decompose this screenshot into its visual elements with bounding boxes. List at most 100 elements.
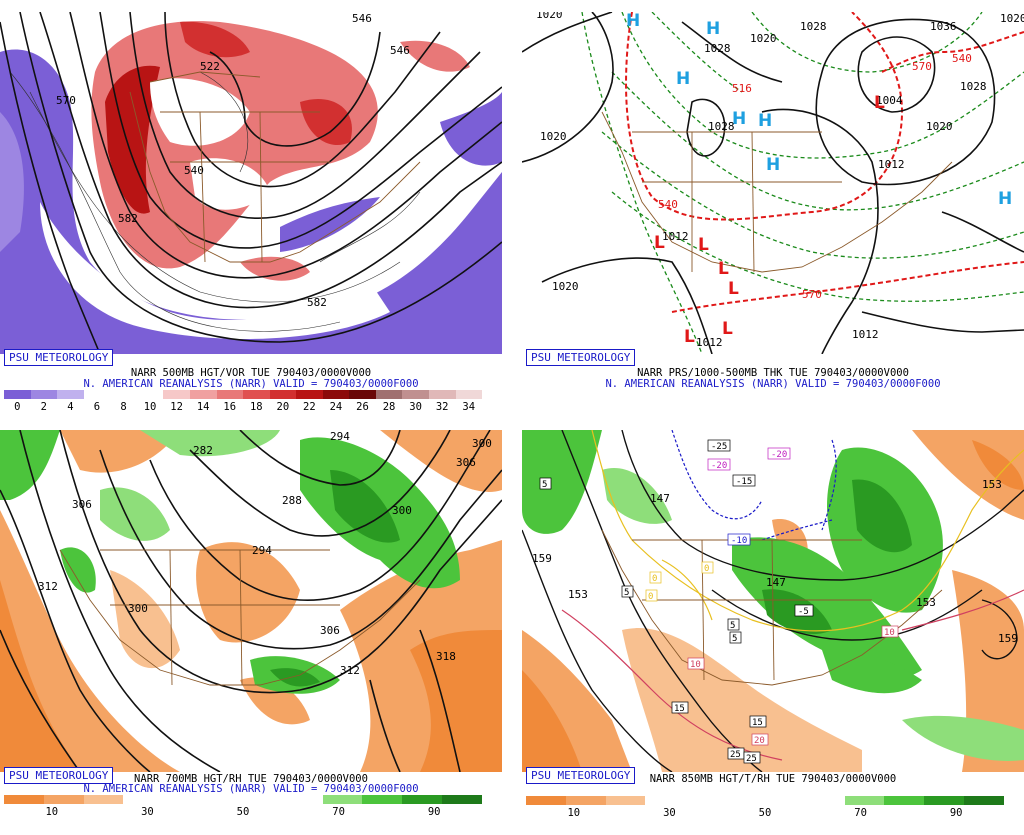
- contour-label: 306: [456, 456, 476, 469]
- temperature-label: -15: [732, 474, 756, 487]
- contour-label: 522: [200, 60, 220, 73]
- psu-meteorology-badge: PSU METEOROLOGY: [4, 349, 114, 366]
- svg-text:-20: -20: [711, 461, 727, 471]
- temperature-label: 25: [727, 747, 745, 760]
- colorbar-swatch: [884, 796, 925, 805]
- contour-label: 516: [732, 82, 752, 95]
- colorbar-tick-label: 50: [236, 806, 250, 818]
- contour-label: 147: [766, 576, 786, 589]
- high-pressure-marker: H: [626, 12, 640, 31]
- colorbar-swatch: [282, 795, 323, 804]
- colorbar-swatch: [4, 390, 31, 399]
- temperature-label: 5: [727, 618, 740, 631]
- svg-text:0: 0: [652, 574, 657, 584]
- svg-text:-20: -20: [771, 450, 787, 460]
- contour-label: 546: [390, 44, 410, 57]
- svg-text:-15: -15: [736, 477, 752, 487]
- svg-text:25: 25: [730, 750, 741, 760]
- svg-text:15: 15: [752, 718, 763, 728]
- colorbar-tick-label: 30: [409, 401, 422, 413]
- contour-label: 153: [982, 478, 1002, 491]
- colorbar-swatch: [57, 390, 84, 399]
- colorbar-swatch: [136, 390, 164, 399]
- colorbar-swatch: [844, 796, 885, 805]
- temperature-label: 0: [701, 561, 714, 574]
- colorbar-tick-label: 34: [462, 401, 476, 413]
- colorbar-tick-label: 8: [120, 401, 127, 413]
- colorbar-swatch: [362, 795, 403, 804]
- contour-label: 1020: [536, 12, 563, 21]
- svg-text:5: 5: [732, 634, 737, 644]
- contour-label: 1012: [852, 328, 879, 341]
- contour-label: 540: [184, 164, 204, 177]
- low-pressure-marker: L: [722, 319, 733, 339]
- temperature-label: -20: [767, 447, 791, 460]
- contour-label: 1028: [800, 20, 827, 33]
- panel-subtitle: N. AMERICAN REANALYSIS (NARR) VALID = 79…: [83, 378, 419, 390]
- panel-subtitle: N. AMERICAN REANALYSIS (NARR) VALID = 79…: [605, 378, 941, 390]
- colorbar-swatch: [83, 795, 124, 804]
- high-pressure-marker: H: [706, 19, 720, 39]
- high-pressure-marker: H: [732, 109, 746, 129]
- contour-label: 570: [912, 60, 932, 73]
- low-pressure-marker: L: [684, 327, 695, 347]
- contour-label: 570: [802, 288, 822, 301]
- temperature-label: 10: [881, 625, 899, 638]
- contour-label: 306: [320, 624, 340, 637]
- low-pressure-marker: L: [718, 259, 729, 279]
- contour-label: 582: [307, 296, 327, 309]
- panel-500mb-vorticity: 546 522 570 540 546 582 582 PSU METEOROL…: [0, 12, 502, 417]
- colorbar-swatch: [83, 390, 111, 399]
- contour-label: 1028: [708, 120, 735, 133]
- contour-label: 540: [952, 52, 972, 65]
- temperature-label: 25: [743, 751, 761, 764]
- contour-label: 312: [38, 580, 58, 593]
- contour-label: 1028: [704, 42, 731, 55]
- colorbar-swatch: [243, 390, 270, 399]
- colorbar-swatch: [189, 390, 217, 399]
- colorbar-tick-label: 32: [435, 401, 449, 413]
- panel-title: NARR 700MB HGT/RH TUE 790403/0000V000: [134, 773, 368, 785]
- contour-label: 300: [128, 602, 148, 615]
- svg-text:15: 15: [674, 704, 685, 714]
- colorbar-swatch: [163, 795, 204, 804]
- colorbar-swatch: [565, 796, 606, 805]
- colorbar-swatch: [924, 796, 965, 805]
- panel-pressure-thickness: 1020 1028 1020 1028 1036 1028 1020 1028 …: [522, 12, 1024, 417]
- colorbar-swatch: [442, 795, 482, 804]
- colorbar-tick-label: 24: [329, 401, 343, 413]
- colorbar-tick-label: 10: [567, 807, 581, 819]
- temperature-label: 5: [729, 631, 742, 644]
- contour-label: 1020: [750, 32, 777, 45]
- contour-label: 312: [340, 664, 360, 677]
- contour-label: 1020: [540, 130, 567, 143]
- colorbar-tick-label: 28: [382, 401, 396, 413]
- colorbar-tick-label: 0: [14, 401, 21, 413]
- temperature-label: -20: [707, 458, 731, 471]
- contour-label: 147: [650, 492, 670, 505]
- colorbar-swatch: [764, 796, 805, 805]
- colorbar-tick-label: 70: [332, 806, 345, 818]
- colorbar-swatch: [964, 796, 1004, 805]
- colorbar-tick-label: 18: [249, 401, 263, 413]
- contour-label: 570: [56, 94, 76, 107]
- contour-label: 300: [472, 437, 492, 450]
- map-850mb-temperature-rh: 147 153 159 153 159 147 153 -25 -20 -20 …: [522, 430, 1024, 772]
- svg-text:5: 5: [730, 621, 735, 631]
- contour-label: 159: [998, 632, 1018, 645]
- temperature-label: 0: [645, 589, 658, 602]
- contour-label: 1036: [930, 20, 957, 33]
- high-pressure-marker: H: [758, 111, 772, 131]
- colorbar-swatch: [43, 795, 84, 804]
- temperature-label: -25: [707, 439, 731, 452]
- contour-label: 1020: [552, 280, 579, 293]
- colorbar-tick-label: 12: [170, 401, 183, 413]
- contour-label: 282: [193, 444, 213, 457]
- contour-label: 300: [392, 504, 412, 517]
- temperature-label: -5: [794, 604, 814, 617]
- colorbar-swatch: [402, 390, 429, 399]
- contour-label: 546: [352, 12, 372, 25]
- low-pressure-marker: L: [728, 279, 739, 299]
- contour-label: 153: [568, 588, 588, 601]
- contour-label: 1012: [696, 336, 723, 349]
